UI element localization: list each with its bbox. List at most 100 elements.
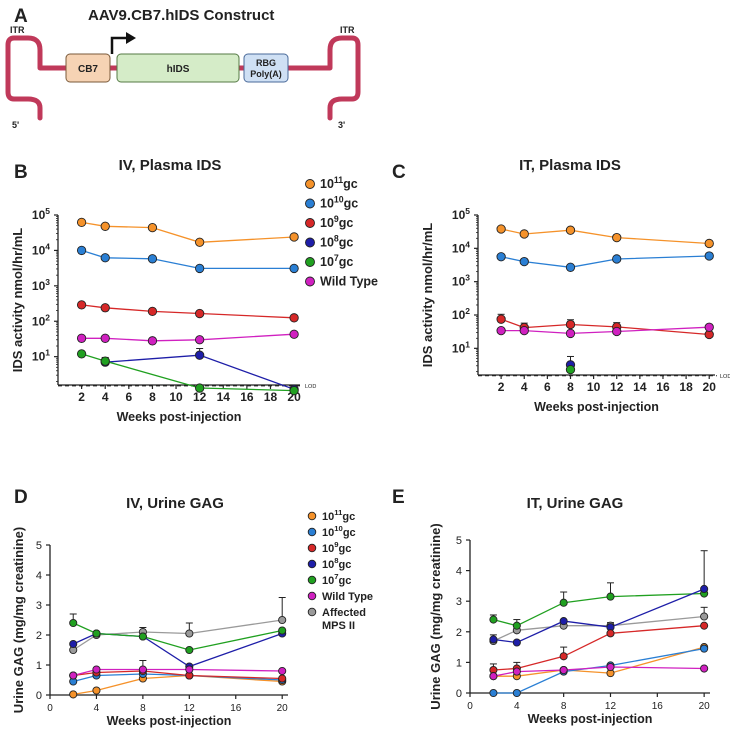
legend-marker-g7	[307, 575, 317, 585]
data-point-g10	[147, 254, 158, 264]
data-point-wt	[700, 664, 709, 673]
series-line-g11	[500, 228, 710, 245]
y-tick-label: 1	[456, 657, 462, 669]
data-point-g9	[289, 313, 299, 323]
data-point-g9	[559, 652, 568, 661]
data-point-g8	[700, 584, 709, 594]
five-prime-label: 5'	[12, 120, 19, 130]
x-axis-label: Weeks post-injection	[107, 714, 232, 728]
data-point-wt	[289, 329, 299, 339]
data-point-wt	[512, 667, 521, 676]
panel-e-letter: E	[392, 487, 405, 508]
y-axis-label: IDS activity nmol/hr/mL	[420, 223, 435, 368]
data-point-wt	[69, 671, 78, 680]
legend-marker-wt	[305, 276, 315, 287]
y-tick-label: 103	[452, 273, 470, 289]
x-tick-label: 10	[169, 390, 183, 404]
data-point-g10	[519, 256, 529, 267]
series-wt	[496, 322, 714, 339]
series-wt	[489, 662, 709, 681]
data-point-g9	[76, 300, 87, 310]
data-point-g7	[565, 364, 576, 375]
y-tick-label: 103	[32, 277, 50, 293]
x-tick-label: 18	[679, 380, 693, 394]
data-point-g11	[704, 238, 714, 249]
lod-label: LOD	[305, 384, 316, 390]
y-tick-label: 2	[36, 630, 42, 642]
x-tick-label: 4	[94, 703, 100, 714]
legend: 1011gc 1010gc 109gc 108gc 107gc Wild Type	[305, 175, 378, 289]
data-point-g9	[496, 314, 506, 324]
data-point-g10	[289, 263, 299, 274]
y-tick-label: 105	[32, 206, 50, 222]
x-axis-label: Weeks post-injection	[534, 400, 659, 414]
x-tick-label: 20	[699, 701, 711, 712]
data-point-g7	[76, 349, 87, 359]
x-tick-label: 20	[277, 703, 289, 714]
data-point-g9	[147, 306, 158, 317]
series-line-g10	[81, 249, 295, 270]
itr-left-label: ITR	[10, 25, 25, 35]
data-point-wt	[559, 666, 568, 675]
data-point-g10	[700, 644, 709, 653]
y-tick-label: 1	[36, 660, 42, 672]
data-point-g10	[704, 251, 714, 261]
legend-label-g10: 1010gc	[322, 524, 356, 539]
data-point-g9	[700, 621, 709, 630]
data-point-g7	[185, 645, 194, 655]
y-tick-label: 102	[32, 312, 50, 328]
legend-label-g9: 109gc	[320, 214, 353, 230]
promoter-arrowhead-icon	[126, 32, 136, 44]
data-point-g10	[565, 262, 576, 272]
x-tick-label: 6	[125, 390, 132, 404]
data-point-mps	[278, 615, 287, 625]
x-tick-label: 14	[633, 380, 647, 394]
series-line-g8	[72, 632, 283, 668]
series-wt	[69, 665, 287, 680]
legend-label-g11: 1011gc	[322, 508, 355, 523]
data-point-g8	[69, 639, 78, 649]
series-g11	[76, 217, 299, 247]
x-tick-label: 12	[610, 380, 624, 394]
series-g10	[496, 251, 714, 272]
gene-box	[116, 53, 240, 83]
x-tick-label: 4	[102, 390, 109, 404]
data-point-wt	[195, 335, 205, 345]
x-tick-label: 2	[498, 380, 505, 394]
y-tick-label: 104	[452, 239, 470, 255]
y-axis-label: IDS activity nmol/hr/mL	[10, 228, 25, 373]
x-tick-label: 16	[240, 390, 254, 404]
data-point-g7	[195, 383, 205, 393]
legend-marker-g8	[305, 237, 315, 248]
y-tick-label: 3	[456, 596, 462, 608]
x-tick-label: 8	[561, 701, 567, 712]
data-point-g11	[496, 224, 506, 234]
data-point-g10	[489, 688, 498, 698]
y-tick-label: 0	[36, 690, 42, 702]
x-tick-label: 0	[47, 703, 53, 714]
data-point-wt	[100, 333, 110, 343]
data-point-g8	[559, 617, 568, 626]
data-point-g11	[289, 232, 299, 242]
data-point-g7	[138, 632, 147, 641]
legend-label-mps: Affected	[322, 607, 366, 619]
panel-c-chart: C IT, Plasma IDS 2 4 6 8 10 12 14 16 18 20 Weeks pos…	[392, 157, 730, 414]
series-line-g11	[81, 221, 295, 243]
data-point-g11	[195, 237, 205, 247]
data-point-g11	[92, 686, 101, 695]
legend-label-g8: 108gc	[322, 556, 351, 571]
data-point-g8	[512, 638, 521, 647]
legend-label-g7: 107gc	[320, 253, 353, 269]
data-point-wt	[612, 326, 622, 337]
y-tick-label: 2	[456, 627, 462, 639]
y-axis-label: Urine GAG (mg/mg creatinine)	[428, 523, 443, 709]
data-point-g8	[489, 635, 498, 644]
legend-marker-g11	[307, 511, 317, 521]
data-point-g10	[496, 252, 506, 262]
itr-right-shape	[327, 35, 361, 121]
series-g9	[496, 313, 714, 340]
data-point-wt	[76, 333, 87, 343]
x-axis-label: Weeks post-injection	[528, 712, 653, 726]
data-point-wt	[606, 662, 615, 672]
